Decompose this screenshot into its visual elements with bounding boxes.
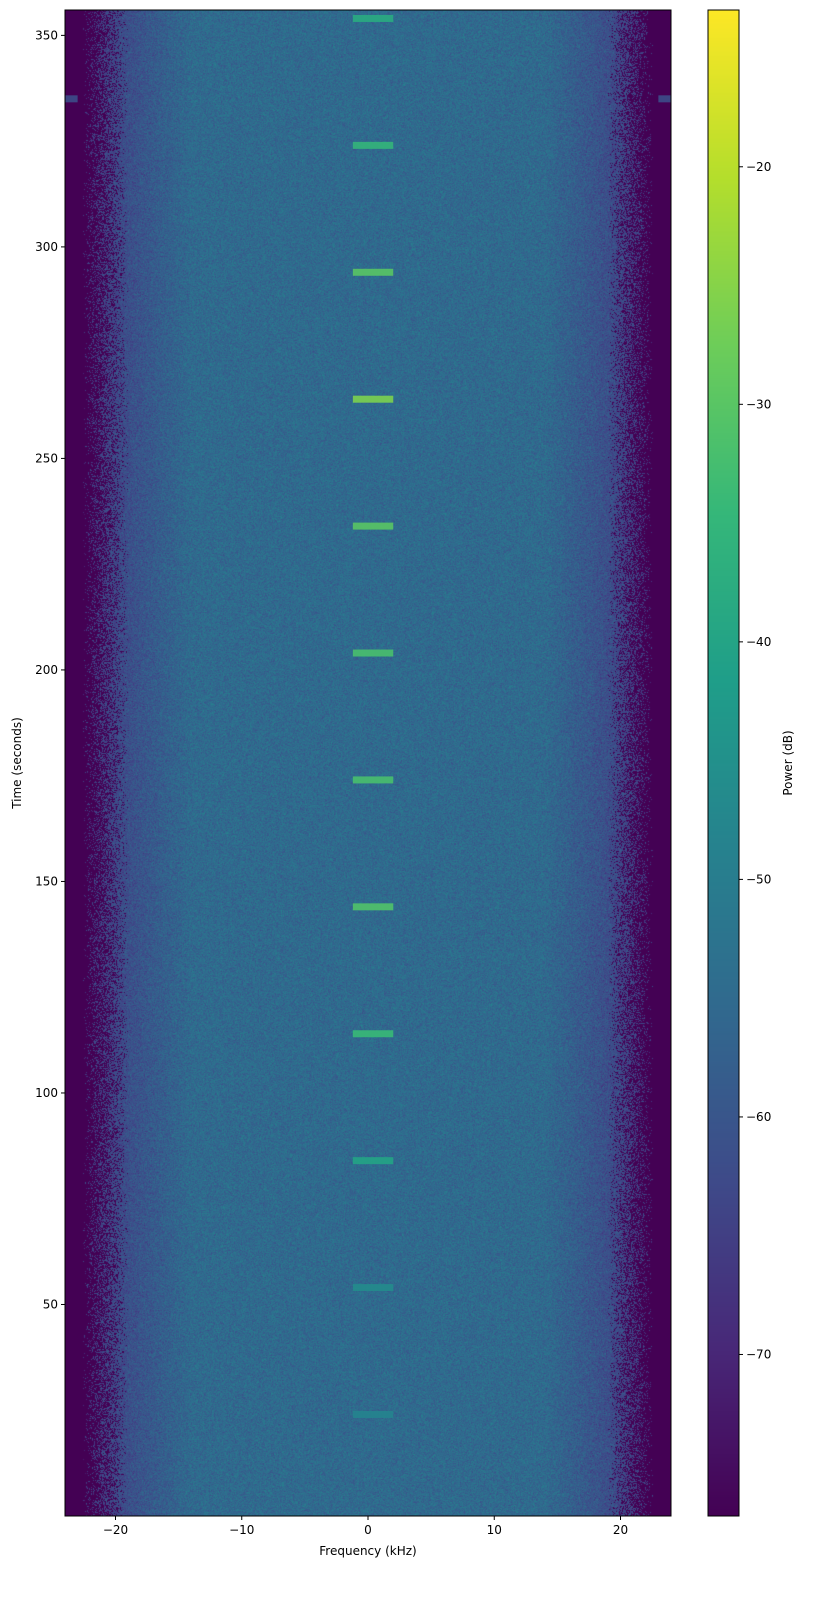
signal-burst (353, 650, 393, 657)
y-tick-label: 200 (35, 663, 58, 677)
y-tick-label: 100 (35, 1086, 58, 1100)
y-axis-ticks: 50 100 150 200 250 300 350 (35, 28, 65, 1311)
edge-artifact (65, 95, 78, 102)
colorbar-ticks: −70 −60 −50 −40 −30 −20 (739, 160, 771, 1362)
colorbar-frame (708, 10, 739, 1516)
signal-burst (353, 1284, 393, 1291)
colorbar-label: Power (dB) (781, 730, 795, 795)
x-tick-label: 10 (487, 1523, 502, 1537)
x-tick-label: 20 (613, 1523, 628, 1537)
signal-burst (353, 142, 393, 149)
signal-burst (353, 1157, 393, 1164)
signal-burst (353, 269, 393, 276)
x-tick-label: −20 (103, 1523, 128, 1537)
edge-artifact (658, 95, 671, 102)
colorbar-tick-label: −20 (746, 160, 771, 174)
y-axis-label: Time (seconds) (10, 717, 24, 810)
colorbar-tick-label: −50 (746, 872, 771, 886)
colorbar-tick-label: −70 (746, 1347, 771, 1361)
y-tick-label: 350 (35, 28, 58, 42)
signal-burst (353, 15, 393, 22)
y-tick-label: 150 (35, 874, 58, 888)
colorbar-tick-label: −30 (746, 397, 771, 411)
signal-burst (353, 1030, 393, 1037)
signal-burst (353, 1411, 393, 1418)
colorbar-tick-label: −60 (746, 1110, 771, 1124)
signal-burst (353, 903, 393, 910)
y-tick-label: 300 (35, 240, 58, 254)
signal-burst (353, 776, 393, 783)
x-tick-label: 0 (364, 1523, 372, 1537)
colorbar-tick-label: −40 (746, 635, 771, 649)
x-tick-label: −10 (229, 1523, 254, 1537)
x-axis-label: Frequency (kHz) (319, 1544, 416, 1558)
signal-burst (353, 396, 393, 403)
x-axis-ticks: −20 −10 0 10 20 (103, 1516, 628, 1537)
bursts-layer (65, 15, 671, 1418)
y-tick-label: 50 (43, 1297, 58, 1311)
y-tick-label: 250 (35, 451, 58, 465)
signal-burst (353, 523, 393, 530)
